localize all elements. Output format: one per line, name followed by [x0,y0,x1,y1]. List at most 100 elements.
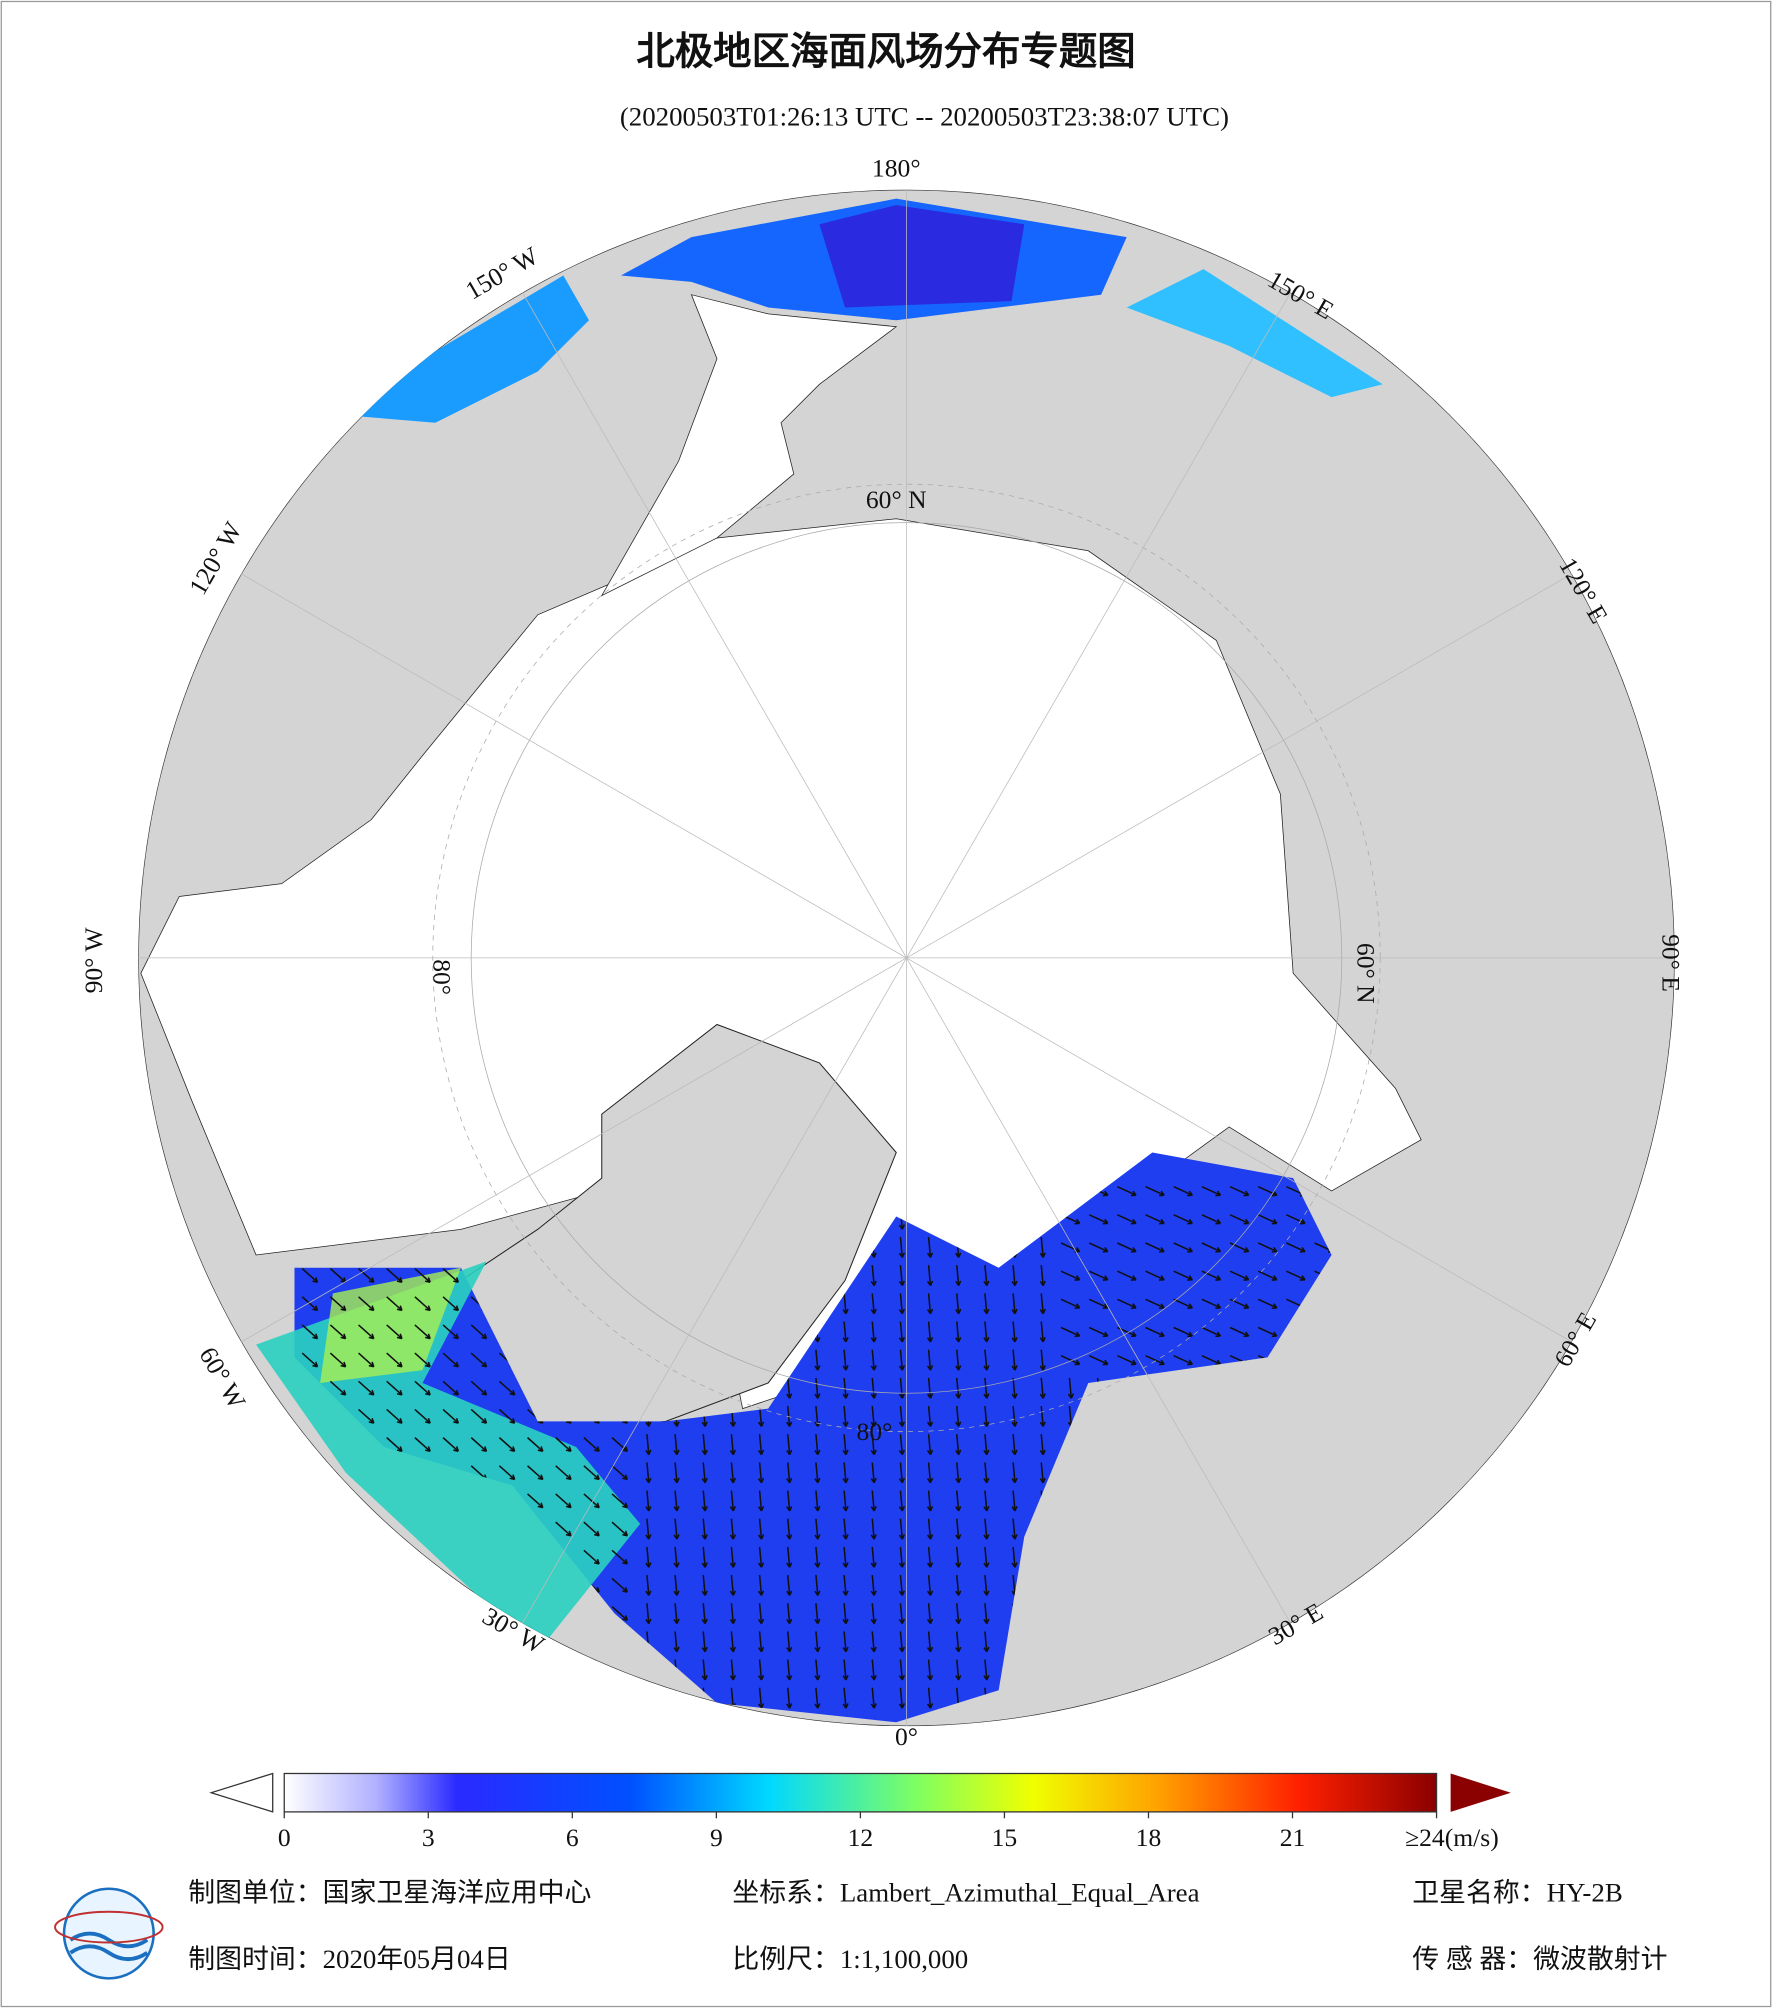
wind-arrow [414,1352,431,1368]
wind-arrow [1088,1270,1109,1281]
wind-arrow [1293,1687,1300,1709]
wind-arrow [274,1494,289,1508]
colorbar-tick-label: 21 [1280,1823,1306,1852]
wind-arrow [274,1578,289,1592]
wind-arrow [1011,1377,1018,1399]
wind-arrow [983,1490,990,1512]
wind-arrow [555,1690,572,1706]
wind-arrow [329,1549,347,1565]
wind-arrow [757,1659,765,1681]
wind-arrow [386,1606,403,1622]
wind-arrow [1201,1270,1222,1281]
wind-arrow [1257,1326,1278,1338]
wind-arrow [611,1577,629,1593]
wind-arrow [814,1377,821,1399]
wind-arrow [358,1324,375,1340]
wind-arrow [786,1659,793,1681]
wind-arrow [301,1662,319,1678]
wind-arrow [926,1546,934,1568]
title: 北极地区海面风场分布专题图 [636,29,1135,74]
wind-arrow [898,1236,906,1258]
wind-arrow [358,1690,375,1706]
wind-arrow [1208,1687,1215,1709]
wind-arrow [1321,1659,1328,1681]
wind-arrow [1039,1236,1046,1258]
wind-arrow [1088,1326,1109,1338]
wind-arrow [414,1296,431,1312]
wind-arrow [386,1380,403,1396]
wind-arrow [983,1603,990,1625]
wind-arrow [301,1296,319,1312]
wind-arrow [1039,1462,1046,1484]
wind-arrow [814,1603,821,1625]
wind-arrow [926,1293,934,1315]
wind-arrow [898,1631,906,1653]
wind-arrow [329,1662,347,1678]
wind-arrow [898,1377,906,1399]
wind-arrow [274,1466,289,1480]
wind-arrow [842,1349,849,1371]
wind-arrow [1039,1265,1046,1287]
wind-arrow [729,1546,737,1568]
wind-arrow [870,1265,877,1287]
wind-arrow [386,1634,403,1650]
wind-arrow [527,1662,544,1678]
colorbar-tick-label: 6 [566,1823,579,1852]
map [138,189,1675,1727]
wind-arrow [1229,1326,1250,1338]
wind-arrow [729,1518,737,1540]
wind-arrow [1201,1214,1222,1225]
wind-arrow [898,1265,906,1287]
meridian [241,573,907,959]
longitude-label: 90° W [79,927,108,994]
wind-arrow [926,1631,934,1653]
wind-arrow [701,1518,708,1540]
wind-arrow [611,1465,629,1481]
latitude-label: 60° N [1352,943,1381,1004]
wind-arrow [842,1377,849,1399]
wind-arrow [1173,1298,1193,1309]
colorbar-tick-label: 9 [710,1823,723,1852]
wind-arrow [898,1659,906,1681]
wind-arrow [701,1631,708,1653]
wind-arrow [1039,1321,1046,1343]
wind-arrow [611,1437,629,1453]
wind-arrow [955,1490,962,1512]
wind-arrow [414,1577,431,1593]
wind-arrow [983,1434,990,1456]
wind-arrow [955,1265,962,1287]
meridian [241,957,907,1343]
wind-arrow [1011,1321,1018,1343]
wind-arrow [645,1462,652,1484]
wind-arrow [701,1659,708,1681]
meridian [906,957,1291,1624]
wind-arrow [814,1546,821,1568]
wind-arrow [301,1352,319,1368]
wind-arrow [611,1690,629,1706]
wind-arrow [926,1518,934,1540]
wind-arrow [442,1634,460,1650]
wind-arrow [329,1352,347,1368]
wind-arrow [442,1690,460,1706]
wind-arrow [1060,1326,1081,1338]
wind-arrow [358,1268,375,1284]
wind-arrow [442,1606,460,1622]
wind-arrow [1145,1298,1165,1309]
wind-arrow [898,1293,906,1315]
wind-arrow [527,1493,544,1509]
wind-arrow [898,1518,906,1540]
wind-arrow [645,1518,652,1540]
wind-arrow [301,1465,319,1481]
wind-arrow [1117,1270,1137,1281]
wind-arrow [870,1377,877,1399]
wind-arrow [1201,1326,1222,1338]
wind-arrow [757,1434,765,1456]
wind-arrow [1286,1214,1306,1225]
wind-arrow [1257,1298,1278,1309]
wind-arrow [1257,1214,1278,1225]
wind-arrow [842,1462,849,1484]
wind-arrow [1117,1185,1137,1197]
wind-arrow [786,1575,793,1596]
wind-arrow [701,1546,708,1568]
wind-arrow [358,1634,375,1650]
